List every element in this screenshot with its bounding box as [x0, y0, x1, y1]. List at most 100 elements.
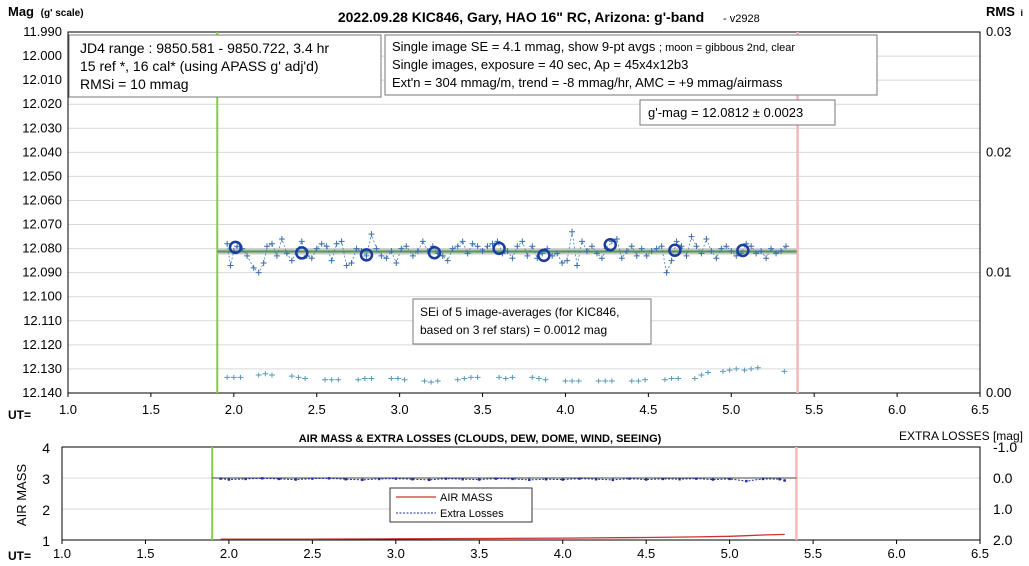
- rms-point: [302, 376, 309, 382]
- extra-losses-point: [294, 478, 297, 481]
- airmass-legend: AIR MASS Extra Losses: [389, 487, 533, 523]
- single-image-point: [564, 257, 571, 264]
- single-image-point: [748, 243, 755, 250]
- single-image-point: [633, 252, 640, 259]
- extra-losses-point: [678, 478, 681, 481]
- single-image-point: [479, 248, 486, 255]
- airmass-chart-title: AIR MASS & EXTRA LOSSES (CLOUDS, DEW, DO…: [299, 433, 662, 445]
- airmass-chart-x-tick-label: 3.0: [387, 546, 405, 561]
- rms-point: [719, 368, 726, 374]
- sei-line-1: SEi of 5 image-averages (for KIC846,: [420, 305, 619, 319]
- rms-point: [595, 378, 602, 384]
- single-image-point: [439, 252, 446, 259]
- single-image-point: [283, 250, 290, 257]
- rms-point: [748, 366, 755, 372]
- single-image-point: [444, 257, 451, 264]
- airmass-chart-session-markers: [211, 447, 798, 540]
- single-image-point: [227, 262, 234, 269]
- single-image-point: [288, 257, 295, 264]
- rms-point: [368, 376, 375, 382]
- single-image-point: [255, 269, 262, 276]
- extra-losses-point: [544, 478, 548, 481]
- airmass-chart-x-tick-label: 1.0: [53, 546, 71, 561]
- single-image-point: [260, 260, 267, 267]
- gmag-text: g'-mag = 12.0812 ± 0.0023: [648, 105, 803, 120]
- single-image-point: [648, 248, 655, 255]
- main-chart-y-tick-label: 11.990: [23, 24, 62, 39]
- single-image-point: [268, 240, 275, 247]
- airmass-chart-x-tick-label: 4.0: [554, 546, 572, 561]
- rms-point: [575, 378, 582, 384]
- gmag-box-frame: [639, 99, 836, 126]
- single-image-point: [658, 243, 665, 250]
- main-chart-y-tick-label: 12.050: [22, 168, 62, 183]
- extra-losses-point: [394, 477, 398, 480]
- single-image-point: [363, 252, 370, 259]
- main-chart-plot-area: [67, 31, 981, 394]
- single-image-point: [618, 255, 625, 262]
- y-axis-label-sub: (g' scale): [41, 8, 84, 19]
- average-point: [668, 243, 682, 258]
- rms-point: [237, 374, 244, 380]
- single-image-point: [593, 250, 600, 257]
- single-image-point: [598, 255, 605, 262]
- single-image-point: [224, 240, 231, 247]
- single-image-point: [504, 248, 511, 255]
- average-point: [228, 240, 243, 255]
- airmass-chart: AIR MASS & EXTRA LOSSES (CLOUDS, DEW, DO…: [8, 429, 1023, 563]
- main-chart-y2-tick-label: 0.00: [986, 385, 1011, 400]
- rms-point: [535, 376, 542, 382]
- rms-point: [388, 376, 395, 382]
- single-image-point: [524, 252, 531, 259]
- jd-range-box: JD4 range : 9850.581 - 9850.722, 3.4 hr …: [68, 34, 382, 98]
- airmass-chart-x-tick-label: 2.0: [220, 546, 238, 561]
- extra-losses-point: [661, 477, 665, 481]
- single-image-point: [703, 235, 710, 242]
- ref-stars-line: 15 ref *, 16 cal* (using APASS g' adj'd): [80, 58, 319, 74]
- single-image-point: [753, 250, 760, 257]
- main-chart-x-tick-label: 1.0: [59, 402, 77, 417]
- single-image-point: [529, 243, 536, 250]
- extra-losses-point: [244, 477, 247, 481]
- rms-point: [741, 367, 748, 373]
- single-image-point: [393, 260, 400, 267]
- y2-axis-label-sub: i: [1021, 8, 1024, 18]
- extra-losses-point: [695, 477, 698, 480]
- single-image-point: [459, 238, 466, 245]
- extra-losses-point: [428, 478, 431, 482]
- rms-point: [295, 374, 302, 380]
- extra-losses-point: [411, 478, 414, 481]
- rms-point: [502, 376, 509, 382]
- rms-point: [262, 371, 269, 377]
- rms-point: [394, 376, 401, 382]
- rms-point: [733, 366, 740, 372]
- airmass-chart-y2-tick-label: 1.0: [993, 501, 1013, 517]
- single-image-point: [718, 245, 725, 252]
- main-chart-x-tick-label: 6.5: [971, 402, 989, 417]
- main-chart-y-tick-label: 12.040: [22, 144, 62, 159]
- legend-airmass-label: AIR MASS: [440, 492, 493, 504]
- average-point: [537, 248, 551, 263]
- rms-point: [474, 374, 481, 380]
- extra-losses-point: [728, 477, 731, 481]
- main-chart-x-tick-label: 5.0: [722, 402, 740, 417]
- single-image-point: [782, 243, 789, 250]
- rms-point: [635, 378, 642, 384]
- airmass-chart-x-axis-label: UT=: [8, 549, 31, 563]
- extra-losses-point: [361, 478, 364, 482]
- main-chart-version: - v2928: [723, 13, 760, 25]
- observation-info-box-frame: [384, 34, 878, 96]
- rms-point: [467, 374, 474, 380]
- airmass-chart-y-label: AIR MASS: [14, 464, 29, 526]
- sei-line-2: based on 3 ref stars) = 0.0012 mag: [420, 323, 607, 337]
- average-point: [427, 245, 442, 260]
- airmass-chart-x-tick-label: 4.5: [637, 546, 655, 561]
- single-image-point: [278, 235, 285, 242]
- extra-losses-point: [611, 478, 614, 482]
- single-image-point: [668, 257, 675, 264]
- rms-point: [661, 377, 668, 383]
- airmass-chart-x-tick-label: 3.5: [470, 546, 488, 561]
- rms-point: [698, 372, 705, 378]
- main-chart-y-tick-label: 12.080: [22, 241, 62, 256]
- airmass-chart-x-tick-label: 5.5: [804, 546, 822, 561]
